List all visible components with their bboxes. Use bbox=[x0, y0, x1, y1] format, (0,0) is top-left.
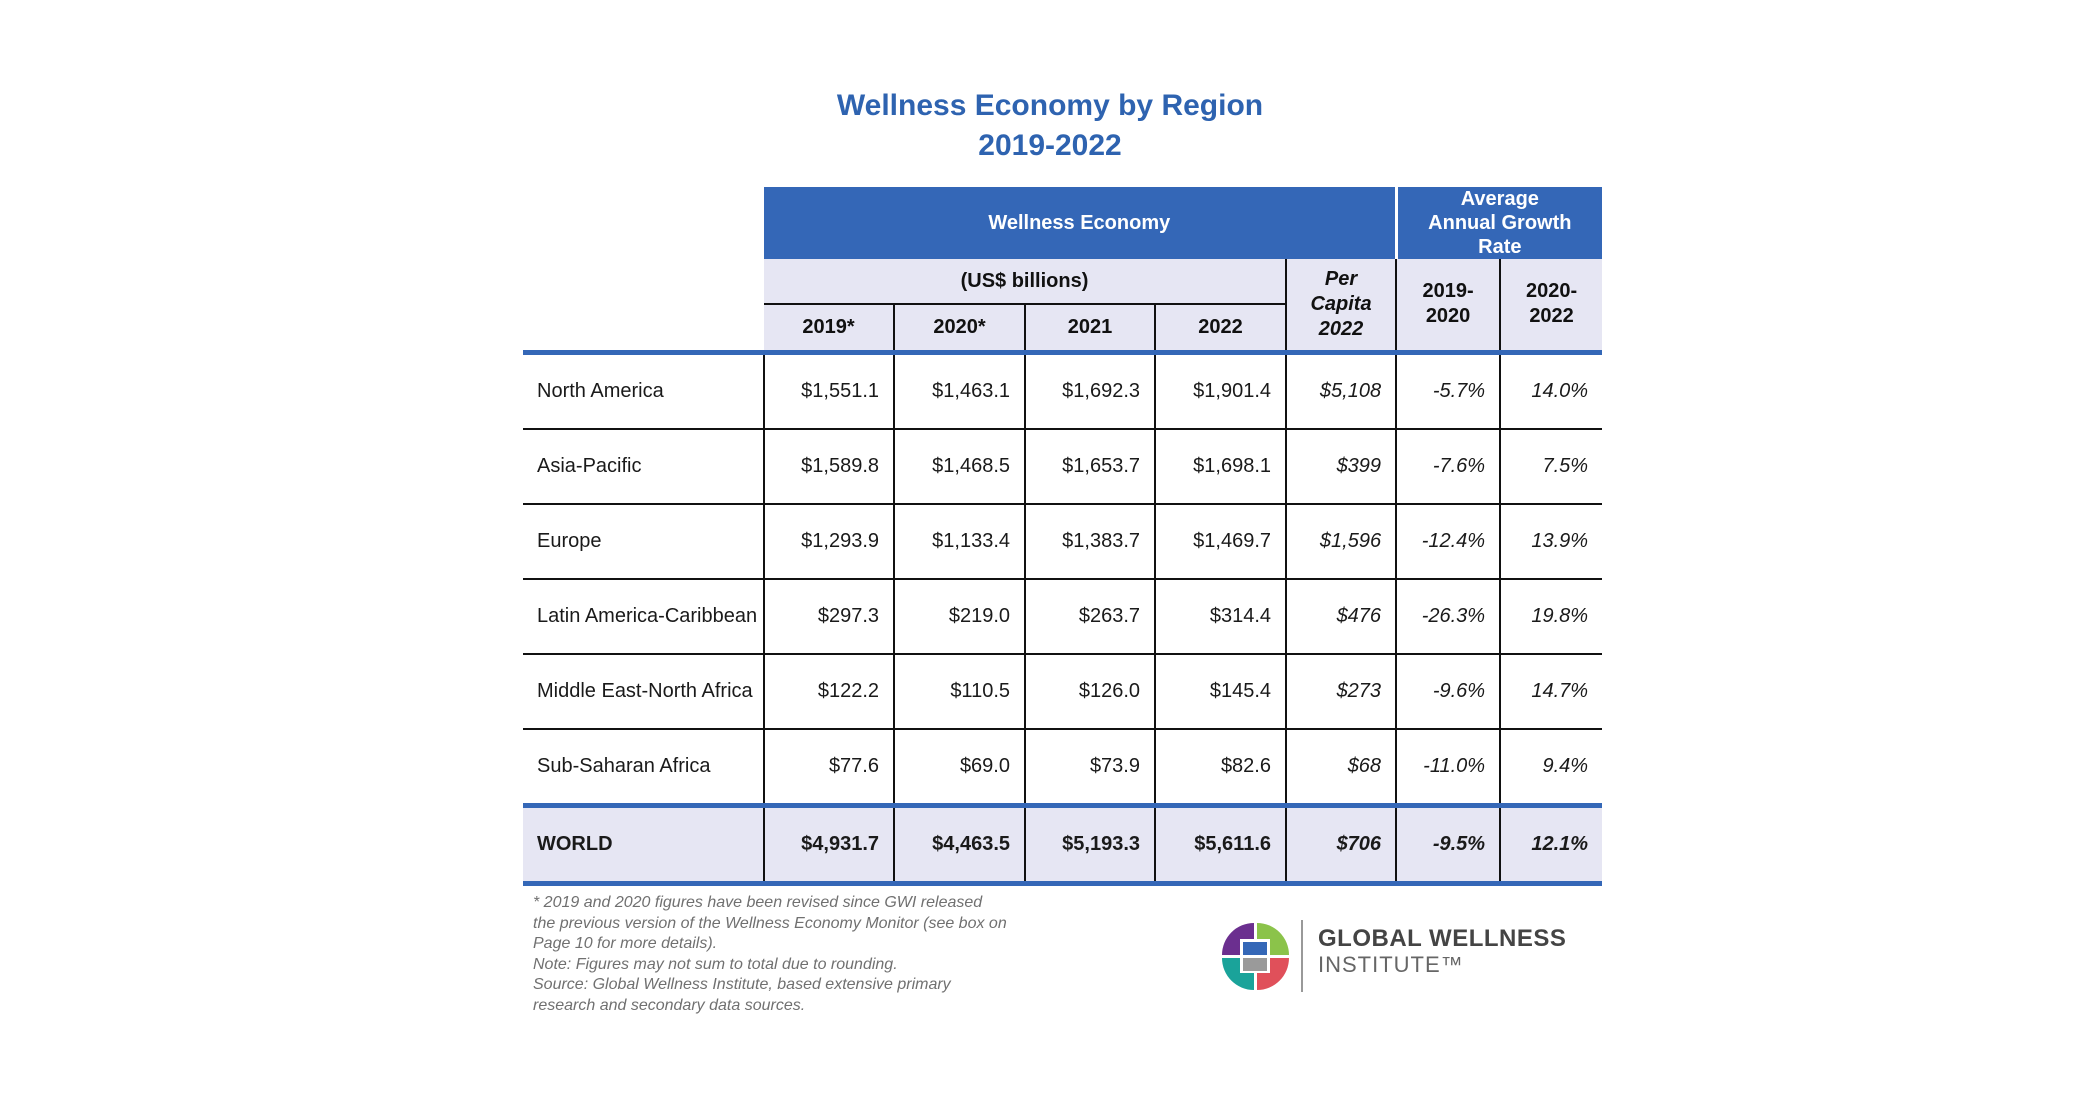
region-label: Middle East-North Africa bbox=[523, 653, 765, 730]
value-cell: $1,692.3 bbox=[1025, 349, 1156, 430]
value-cell: $1,293.9 bbox=[764, 503, 895, 580]
value-cell: $73.9 bbox=[1025, 728, 1156, 805]
value-cell: $1,463.1 bbox=[894, 349, 1026, 430]
growth-cell: -11.0% bbox=[1396, 728, 1502, 805]
value-cell: $1,589.8 bbox=[764, 428, 895, 505]
header-year-2022: 2022 bbox=[1155, 304, 1287, 352]
header-growth-rate: Average Annual Growth Rate bbox=[1396, 187, 1603, 259]
value-cell: $5,193.3 bbox=[1025, 802, 1156, 886]
value-cell: $1,133.4 bbox=[894, 503, 1026, 580]
growth-cell: -5.7% bbox=[1396, 349, 1502, 430]
footnote-line: research and secondary data sources. bbox=[533, 996, 806, 1014]
value-cell: $1,698.1 bbox=[1155, 428, 1287, 505]
per-capita-cell: $1,596 bbox=[1286, 503, 1398, 580]
value-cell: $77.6 bbox=[764, 728, 895, 805]
header-growth-1: 2019-2020 bbox=[1396, 259, 1502, 352]
value-cell: $110.5 bbox=[894, 653, 1026, 730]
table-row: Sub-Saharan Africa $77.6 $69.0 $73.9 $82.6 $6… bbox=[523, 728, 1602, 805]
growth-cell: 12.1% bbox=[1500, 802, 1603, 886]
subtitle-line: 2019-2022 bbox=[978, 129, 1122, 162]
growth-cell: -9.5% bbox=[1396, 802, 1502, 886]
header-year-2021: 2021 bbox=[1025, 304, 1156, 352]
logo-text-line2: INSTITUTE™ bbox=[1318, 952, 1464, 977]
logo-divider bbox=[1301, 920, 1303, 992]
growth-cell: -9.6% bbox=[1396, 653, 1502, 730]
header-year-2019: 2019* bbox=[764, 304, 895, 352]
value-cell: $219.0 bbox=[894, 578, 1026, 655]
title-line: Wellness Economy by Region bbox=[836, 89, 1264, 122]
per-capita-cell: $476 bbox=[1286, 578, 1398, 655]
table-row: Middle East-North Africa $122.2 $110.5 $126… bbox=[523, 653, 1603, 730]
growth-cell: -26.3% bbox=[1396, 578, 1502, 655]
region-label: North America bbox=[523, 349, 765, 430]
growth-cell: -12.4% bbox=[1396, 503, 1502, 580]
table-row: Asia-Pacific $1,589.8 $1,468.5 $1,653.7 $1,6… bbox=[523, 428, 1603, 505]
region-label: WORLD bbox=[523, 802, 765, 886]
logo-segment-red bbox=[1257, 958, 1289, 990]
region-label: Europe bbox=[523, 503, 765, 580]
region-label: Latin America-Caribbean bbox=[523, 578, 765, 655]
value-cell: $263.7 bbox=[1025, 578, 1156, 655]
value-cell: $145.4 bbox=[1155, 653, 1287, 730]
table-row: Latin America-Caribbean $297.3 $219.0 $263.… bbox=[523, 578, 1603, 655]
header-per-capita: Per Capita 2022 bbox=[1286, 259, 1398, 352]
value-cell: $4,463.5 bbox=[894, 802, 1026, 886]
region-label: Sub-Saharan Africa bbox=[523, 728, 765, 805]
value-cell: $1,653.7 bbox=[1025, 428, 1156, 505]
per-capita-label: Per Capita 2022 bbox=[1310, 267, 1372, 340]
table-row: Europe $1,293.9 $1,133.4 $1,383.7 $1,469.7 $1… bbox=[523, 503, 1603, 580]
logo-segment-purple bbox=[1222, 923, 1254, 955]
growth-cell: -7.6% bbox=[1396, 428, 1502, 505]
logo-square-blue bbox=[1243, 942, 1267, 955]
value-cell: $1,901.4 bbox=[1155, 349, 1287, 430]
gwi-logo-icon bbox=[1222, 923, 1289, 990]
growth-cell: 9.4% bbox=[1542, 754, 1589, 777]
growth-rate-label: Average Annual Growth Rate bbox=[1428, 188, 1572, 258]
logo-segment-teal bbox=[1222, 958, 1254, 990]
value-cell: $69.0 bbox=[894, 728, 1026, 805]
value-cell: $1,468.5 bbox=[894, 428, 1026, 505]
value-cell: $4,931.7 bbox=[764, 802, 895, 886]
logo-segment-green bbox=[1257, 923, 1289, 955]
growth-cell: 14.7% bbox=[1500, 653, 1603, 730]
growth-cell: 14.0% bbox=[1500, 349, 1603, 430]
footnote-line: the previous version of the Wellness Eco… bbox=[533, 914, 1007, 932]
value-cell: $5,611.6 bbox=[1155, 802, 1287, 886]
table-row: North America $1,551.1 $1,463.1 $1,692.3 $1,… bbox=[523, 349, 1603, 430]
growth-cell: 7.5% bbox=[1500, 428, 1603, 505]
wellness-table: Wellness Economy Average Annual Growth R… bbox=[523, 187, 1603, 886]
chart-title: Wellness Economy by Region 2019-2022 bbox=[0, 86, 2100, 166]
footnote-line: Note: Figures may not sum to total due t… bbox=[533, 955, 898, 973]
per-capita-cell: $5,108 bbox=[1286, 349, 1398, 430]
value-cell: $314.4 bbox=[1155, 578, 1287, 655]
value-cell: $1,469.7 bbox=[1155, 503, 1287, 580]
table-row-total: WORLD $4,931.7 $4,463.5 $5,193.3 $5,611.6 $70… bbox=[523, 802, 1603, 886]
value-cell: $1,383.7 bbox=[1025, 503, 1156, 580]
footnote-line: * 2019 and 2020 figures have been revise… bbox=[533, 894, 983, 911]
value-cell: $126.0 bbox=[1025, 653, 1156, 730]
value-cell: $1,551.1 bbox=[764, 349, 895, 430]
value-cell: $82.6 bbox=[1155, 728, 1287, 805]
value-cell: $122.2 bbox=[764, 653, 895, 730]
footnote-line: Source: Global Wellness Institute, based… bbox=[533, 976, 951, 993]
growth-cell: 13.9% bbox=[1500, 503, 1603, 580]
growth-cell: 19.8% bbox=[1500, 578, 1603, 655]
blank-corner bbox=[523, 187, 764, 259]
footnotes: * 2019 and 2020 figures have been revise… bbox=[533, 893, 1093, 1016]
logo-square-gray bbox=[1243, 958, 1267, 971]
value-cell: $297.3 bbox=[764, 578, 895, 655]
header-growth-2: 2020-2022 bbox=[1500, 259, 1603, 352]
logo-text-line1: GLOBAL WELLNESS bbox=[1318, 925, 1567, 952]
blank-corner-3 bbox=[523, 304, 764, 352]
per-capita-cell: $399 bbox=[1286, 428, 1398, 505]
per-capita-cell: $273 bbox=[1286, 653, 1398, 730]
header-units: (US$ billions) bbox=[764, 259, 1287, 305]
header-wellness-economy: Wellness Economy bbox=[764, 187, 1398, 259]
region-label: Asia-Pacific bbox=[523, 428, 765, 505]
per-capita-cell: $68 bbox=[1286, 728, 1398, 805]
per-capita-cell: $706 bbox=[1286, 802, 1398, 886]
blank-corner-2 bbox=[523, 259, 764, 304]
header-year-2020: 2020* bbox=[894, 304, 1026, 352]
footnote-line: Page 10 for more details). bbox=[533, 935, 718, 952]
